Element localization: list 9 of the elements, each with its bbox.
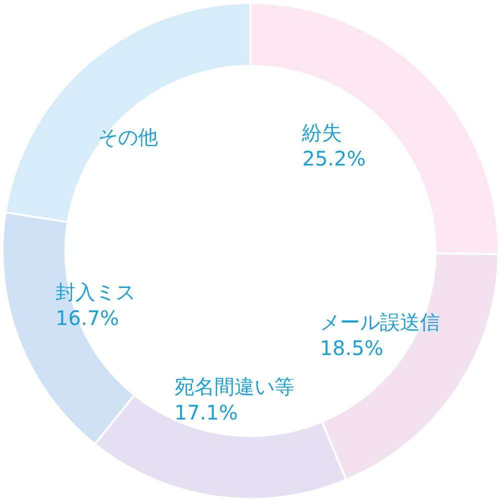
slice-label: その他 xyxy=(98,124,158,149)
data-label: 25.2% xyxy=(302,146,366,171)
slice-label: 紛失 xyxy=(301,120,342,145)
data-label: 17.1% xyxy=(174,400,238,425)
data-label: 18.5% xyxy=(320,336,384,360)
slice-label: 封入ミス xyxy=(56,280,136,304)
data-label: 16.7% xyxy=(56,306,120,330)
slice-label: メール誤送信 xyxy=(320,310,440,334)
slice-label: 宛名間違い等 xyxy=(174,374,294,399)
